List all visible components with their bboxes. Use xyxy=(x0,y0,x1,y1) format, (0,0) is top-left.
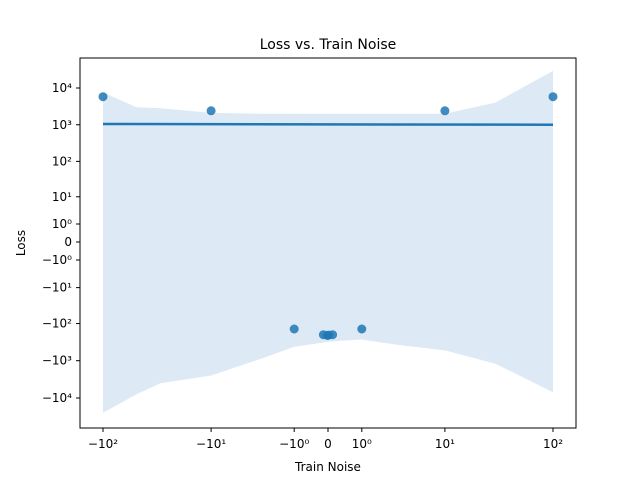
x-tick-label-6: 10² xyxy=(543,437,563,451)
y-tick-label-9: −10³ xyxy=(42,354,72,368)
x-tick-label-4: 10⁰ xyxy=(352,437,372,451)
y-tick-label-7: −10¹ xyxy=(42,281,72,295)
y-axis-ticks: 10⁴ 10³ 10² 10¹ 10⁰ 0 −10⁰ −10¹ −10² −10³ −10⁴ xyxy=(42,81,80,405)
y-tick-label-4: 10⁰ xyxy=(52,217,72,231)
y-tick-label-0: 10⁴ xyxy=(52,81,72,95)
data-point-0 xyxy=(98,92,108,102)
y-tick-label-6: −10⁰ xyxy=(42,253,72,267)
y-tick-label-2: 10² xyxy=(52,154,72,168)
y-tick-label-3: 10¹ xyxy=(52,190,72,204)
x-tick-label-2: −10⁰ xyxy=(279,437,309,451)
scatter-points-layer xyxy=(98,92,558,340)
data-point-7 xyxy=(357,324,367,334)
y-tick-label-1: 10³ xyxy=(52,118,72,132)
x-axis-label: Train Noise xyxy=(294,460,361,474)
chart-title: Loss vs. Train Noise xyxy=(260,37,397,53)
y-tick-label-10: −10⁴ xyxy=(42,391,72,405)
data-point-1 xyxy=(206,106,216,116)
x-axis-ticks: −10² −10¹ −10⁰ 0 10⁰ 10¹ 10² xyxy=(88,428,563,451)
y-axis-label: Loss xyxy=(14,230,28,256)
x-tick-label-3: 0 xyxy=(324,437,332,451)
confidence-band-layer xyxy=(103,70,553,413)
data-point-9 xyxy=(548,92,558,102)
x-tick-label-5: 10¹ xyxy=(435,437,455,451)
confidence-band xyxy=(103,70,553,413)
y-tick-label-8: −10² xyxy=(42,317,72,331)
regression-line xyxy=(102,122,554,127)
data-point-6 xyxy=(328,330,338,340)
regression-line-layer xyxy=(102,122,554,127)
x-tick-label-1: −10¹ xyxy=(196,437,226,451)
y-tick-label-5: 0 xyxy=(64,235,72,249)
data-point-2 xyxy=(289,324,299,334)
data-point-8 xyxy=(440,106,450,116)
x-tick-label-0: −10² xyxy=(88,437,118,451)
